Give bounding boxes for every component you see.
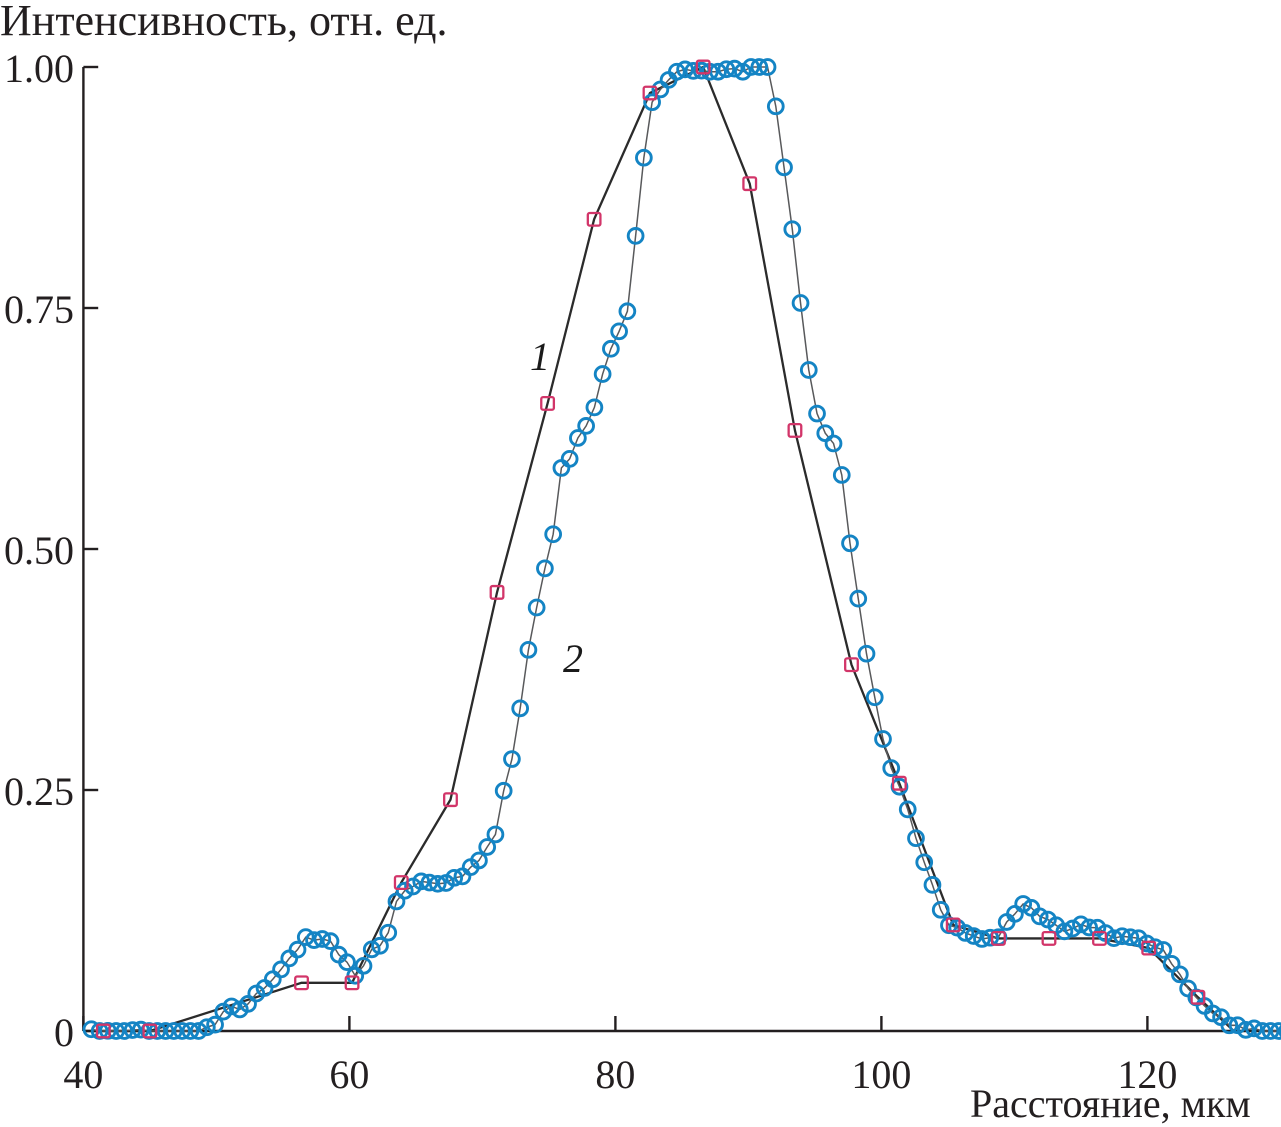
- svg-text:80: 80: [595, 1052, 635, 1097]
- svg-text:40: 40: [63, 1052, 103, 1097]
- svg-text:Интенсивность, отн. ед.: Интенсивность, отн. ед.: [0, 0, 447, 45]
- svg-text:0: 0: [54, 1010, 74, 1055]
- svg-text:1.00: 1.00: [4, 46, 74, 91]
- svg-text:100: 100: [851, 1052, 911, 1097]
- svg-text:0.50: 0.50: [4, 528, 74, 573]
- svg-text:1: 1: [530, 334, 550, 379]
- svg-text:0.75: 0.75: [4, 287, 74, 332]
- svg-text:0.25: 0.25: [4, 769, 74, 814]
- svg-text:2: 2: [563, 636, 583, 681]
- svg-text:60: 60: [329, 1052, 369, 1097]
- svg-text:Расстояние, мкм: Расстояние, мкм: [970, 1081, 1251, 1126]
